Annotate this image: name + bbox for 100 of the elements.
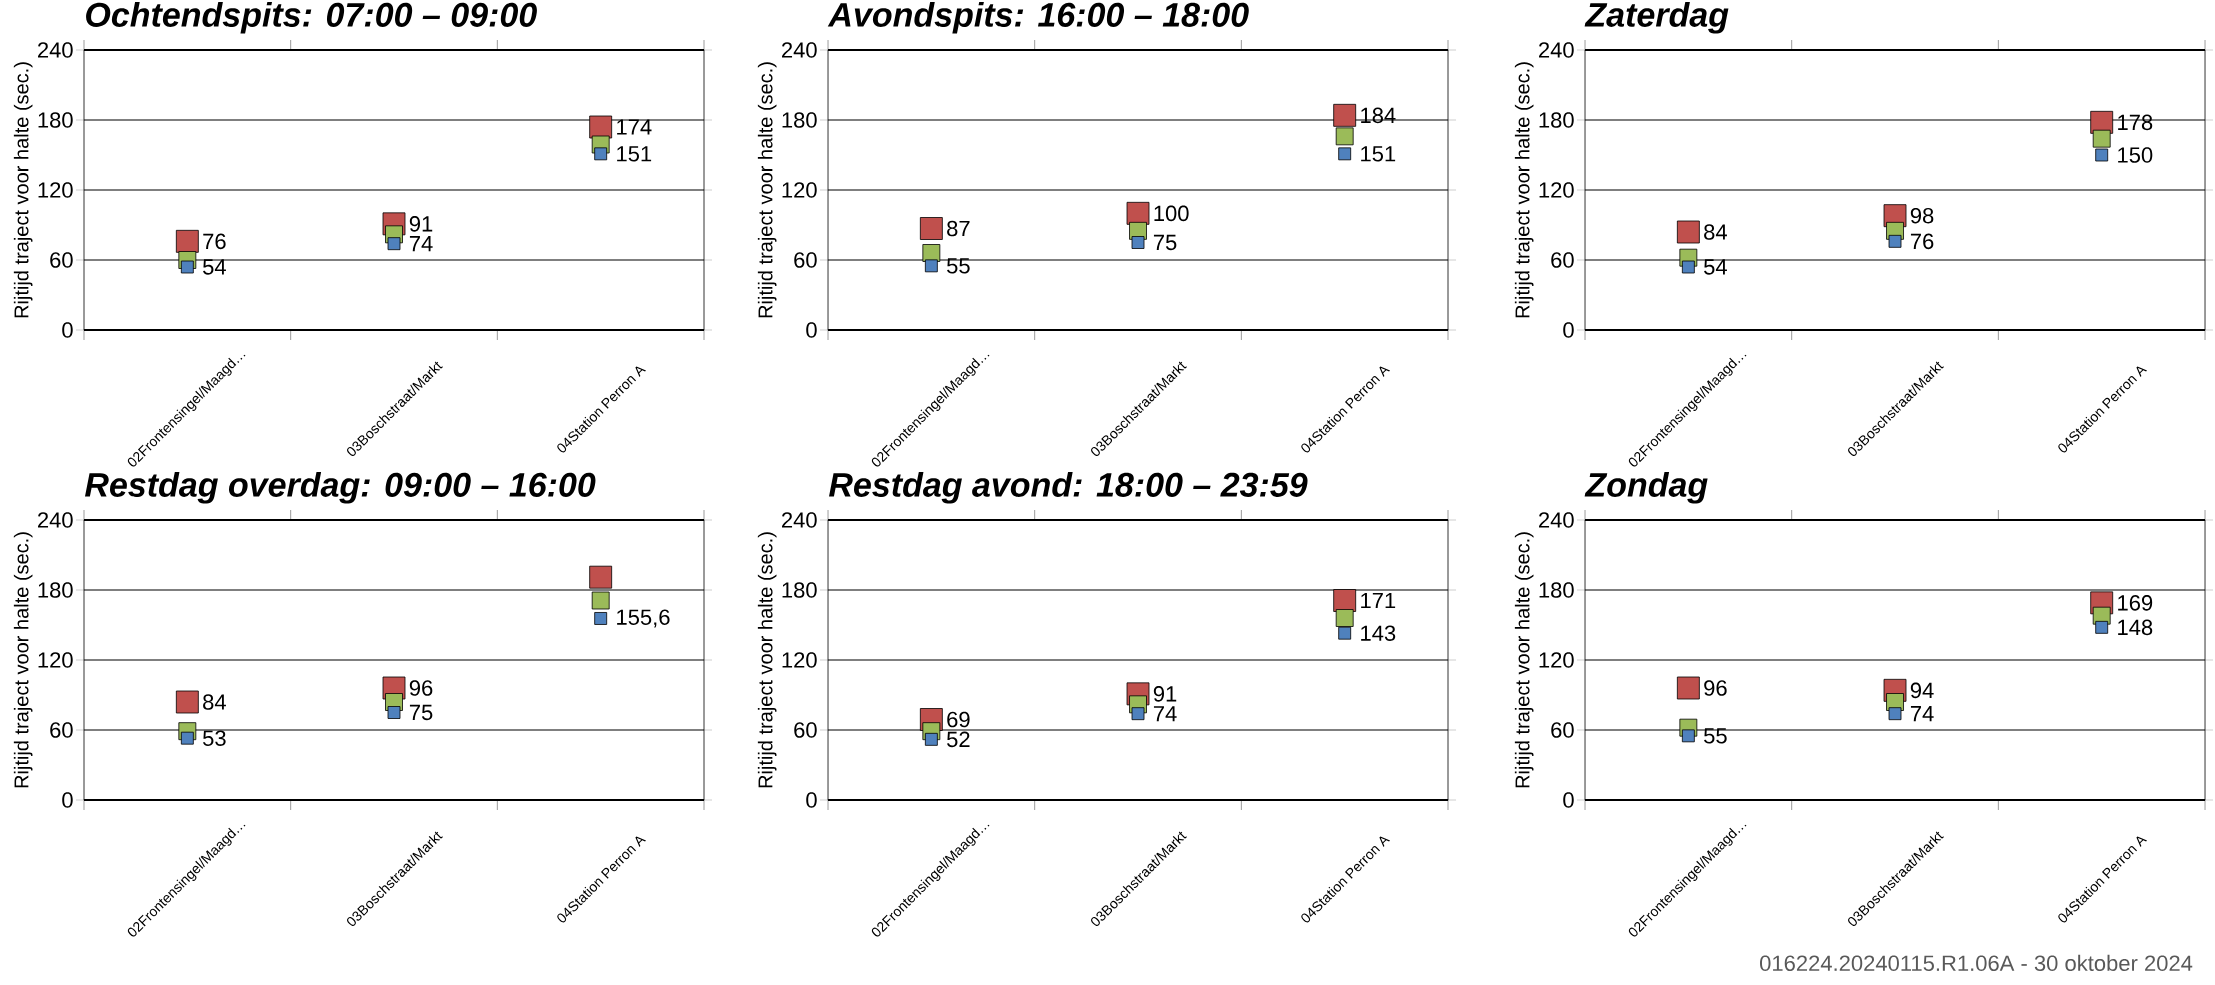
point [175, 229, 199, 253]
point [1335, 127, 1354, 146]
y-tick-label: 60 [1551, 722, 1574, 738]
data-label: 76 [1910, 233, 1934, 250]
y-axis-title: Rijtijd traject voor halte (sec.) [1514, 532, 1534, 788]
y-tick-label: 120 [782, 182, 817, 198]
point [1681, 260, 1695, 274]
y-tick-label: 60 [794, 252, 817, 268]
chart-title: Restdag overdag: 09:00 – 16:00 [85, 471, 596, 504]
point [1335, 609, 1354, 627]
y-tick-label: 240 [1539, 42, 1574, 58]
y-axis-title: Rijtijd traject voor halte (sec.) [1514, 62, 1534, 318]
chart-title: Ochtendspits: 07:00 – 09:00 [86, 1, 537, 34]
data-label: 151 [617, 146, 652, 162]
y-tick-label: 240 [1539, 512, 1574, 528]
chart-title: Avondspits: 16:00 – 18:00 [827, 1, 1249, 34]
data-label: 54 [203, 259, 226, 275]
y-tick-label: 60 [794, 722, 817, 738]
chart-title: Zondag [1584, 471, 1708, 504]
y-tick-label: 120 [782, 652, 817, 668]
point [589, 565, 613, 589]
y-tick-label: 240 [782, 512, 817, 528]
data-label: 74 [1910, 706, 1934, 722]
y-tick-label: 120 [38, 652, 73, 668]
point [1676, 220, 1700, 244]
point [1676, 676, 1700, 700]
point [180, 260, 194, 274]
y-tick-label: 0 [62, 322, 73, 338]
text: 016224.20240115.R1.06A - 30 oktober 2024 [1760, 954, 2193, 972]
data-label: 96 [409, 680, 433, 696]
data-label: 148 [2118, 619, 2153, 636]
point [387, 706, 401, 719]
point [1333, 103, 1357, 127]
data-label: 52 [947, 731, 970, 748]
point [387, 237, 401, 251]
y-tick-label: 240 [37, 42, 73, 58]
point [1888, 707, 1902, 721]
point [2095, 148, 2109, 162]
y-tick-label: 60 [50, 252, 73, 268]
point [1888, 234, 1902, 248]
y-axis-title: Rijtijd traject voor halte (sec.) [13, 62, 33, 318]
data-label: 75 [409, 704, 433, 721]
y-tick-label: 0 [1563, 322, 1574, 338]
y-tick-label: 120 [1539, 182, 1574, 198]
data-label: 76 [203, 233, 226, 250]
data-label: 100 [1154, 205, 1189, 222]
data-label: 84 [1704, 224, 1727, 240]
point [175, 690, 199, 714]
point [1338, 626, 1352, 640]
point [1131, 236, 1145, 249]
data-label: 75 [1153, 234, 1177, 251]
y-axis-title: Rijtijd traject voor halte (sec.) [757, 532, 777, 788]
data-label: 55 [1704, 728, 1727, 744]
data-label: 169 [2118, 595, 2153, 611]
y-tick-label: 0 [1563, 792, 1574, 808]
point [1338, 147, 1352, 161]
chart-title: Restdag avond: 18:00 – 23:59 [829, 471, 1308, 504]
point [919, 217, 943, 240]
y-tick-label: 0 [806, 322, 817, 338]
data-label: 96 [1704, 680, 1727, 696]
point [924, 732, 938, 746]
y-tick-label: 120 [1539, 652, 1574, 668]
y-tick-label: 120 [38, 182, 73, 198]
y-axis-title: Rijtijd traject voor halte (sec.) [757, 62, 777, 318]
point [2095, 620, 2109, 634]
data-label: 98 [1910, 207, 1934, 224]
data-label: 174 [617, 119, 652, 135]
y-tick-label: 180 [1539, 112, 1574, 128]
data-label: 155,6 [617, 609, 670, 628]
y-tick-label: 240 [37, 512, 73, 528]
data-label: 178 [2118, 114, 2153, 131]
data-label: 171 [1361, 592, 1396, 609]
data-label: 74 [1153, 706, 1177, 722]
point [594, 612, 608, 625]
chart-title: Zaterdag [1584, 1, 1729, 34]
point [180, 731, 194, 745]
point [1131, 707, 1145, 721]
data-label: 91 [409, 216, 433, 232]
data-label: 87 [947, 220, 970, 237]
data-label: 55 [947, 258, 970, 274]
y-tick-label: 60 [50, 722, 73, 738]
data-label: 84 [203, 694, 226, 710]
point [1681, 729, 1695, 743]
point [594, 147, 608, 161]
point [591, 591, 610, 610]
data-label: 69 [947, 711, 970, 728]
data-label: 54 [1704, 259, 1727, 275]
y-tick-label: 0 [806, 792, 817, 808]
y-tick-label: 180 [1539, 582, 1574, 598]
y-tick-label: 60 [1551, 252, 1574, 268]
data-label: 184 [1361, 107, 1396, 124]
data-label: 91 [1153, 686, 1177, 702]
y-tick-label: 0 [62, 792, 73, 808]
data-label: 143 [1361, 625, 1396, 641]
y-tick-label: 240 [782, 42, 817, 58]
data-label: 150 [2118, 147, 2153, 163]
y-tick-label: 180 [38, 582, 73, 598]
data-label: 74 [409, 236, 433, 252]
y-tick-label: 180 [782, 582, 817, 598]
y-tick-label: 180 [782, 112, 817, 128]
